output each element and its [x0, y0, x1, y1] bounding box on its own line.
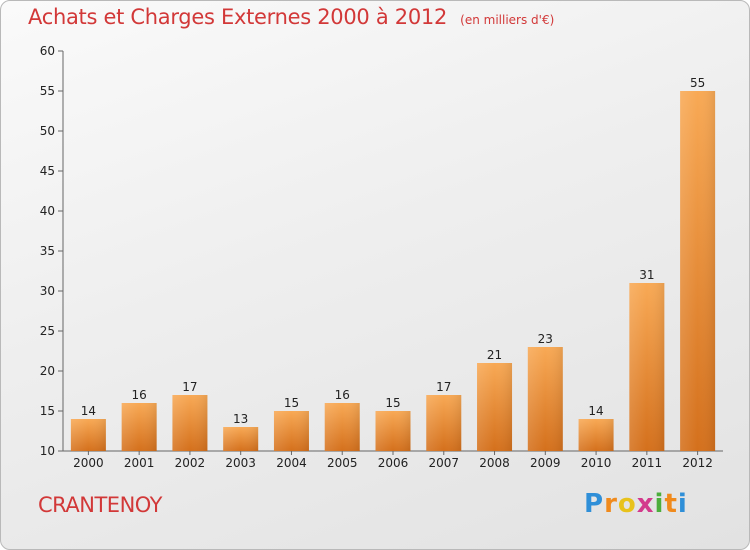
bar-shine — [121, 403, 157, 451]
x-tick-label: 2011 — [632, 456, 663, 470]
bar-shine — [172, 395, 208, 451]
chart-title: Achats et Charges Externes 2000 à 2012 — [28, 5, 448, 29]
data-label: 14 — [588, 404, 603, 418]
proxiti-logo[interactable]: Proxiti — [584, 489, 688, 519]
data-label: 13 — [233, 412, 248, 426]
y-tick-label: 40 — [40, 204, 55, 218]
data-label: 14 — [81, 404, 96, 418]
x-tick-label: 2003 — [225, 456, 256, 470]
y-tick-label: 25 — [40, 324, 55, 338]
bar-shine — [375, 411, 411, 451]
x-tick-label: 2001 — [124, 456, 155, 470]
data-label: 16 — [132, 388, 147, 402]
chart-unit: (en milliers d'€) — [460, 13, 555, 27]
bar-shine — [527, 347, 563, 451]
data-label: 55 — [690, 76, 705, 90]
y-tick-label: 60 — [40, 44, 55, 58]
y-tick-label: 55 — [40, 84, 55, 98]
bar-shine — [273, 411, 309, 451]
y-tick-label: 10 — [40, 444, 55, 458]
bar-shine — [70, 419, 106, 451]
y-tick-label: 45 — [40, 164, 55, 178]
chart-title-row: Achats et Charges Externes 2000 à 2012 (… — [28, 5, 554, 29]
data-label: 15 — [385, 396, 400, 410]
x-tick-label: 2004 — [276, 456, 307, 470]
y-tick-label: 35 — [40, 244, 55, 258]
bar-shine — [324, 403, 360, 451]
bar-shine — [680, 91, 716, 451]
y-tick-label: 15 — [40, 404, 55, 418]
y-tick-label: 30 — [40, 284, 55, 298]
data-label: 16 — [335, 388, 350, 402]
x-tick-label: 2002 — [175, 456, 206, 470]
data-label: 15 — [284, 396, 299, 410]
bar-shine — [578, 419, 614, 451]
data-label: 17 — [436, 380, 451, 394]
x-tick-label: 2006 — [378, 456, 409, 470]
data-label: 31 — [639, 268, 654, 282]
x-tick-label: 2012 — [682, 456, 713, 470]
x-tick-label: 2007 — [428, 456, 459, 470]
bar-shine — [477, 363, 513, 451]
x-tick-label: 2010 — [581, 456, 612, 470]
town-name: CRANTENOY — [38, 493, 163, 517]
x-tick-label: 2008 — [479, 456, 510, 470]
bar-shine — [223, 427, 259, 451]
bar-shine — [426, 395, 462, 451]
y-tick-label: 50 — [40, 124, 55, 138]
data-label: 23 — [538, 332, 553, 346]
data-label: 17 — [182, 380, 197, 394]
x-tick-label: 2000 — [73, 456, 104, 470]
y-tick-label: 20 — [40, 364, 55, 378]
x-tick-label: 2005 — [327, 456, 358, 470]
data-label: 21 — [487, 348, 502, 362]
x-tick-label: 2009 — [530, 456, 561, 470]
bar-shine — [629, 283, 665, 451]
